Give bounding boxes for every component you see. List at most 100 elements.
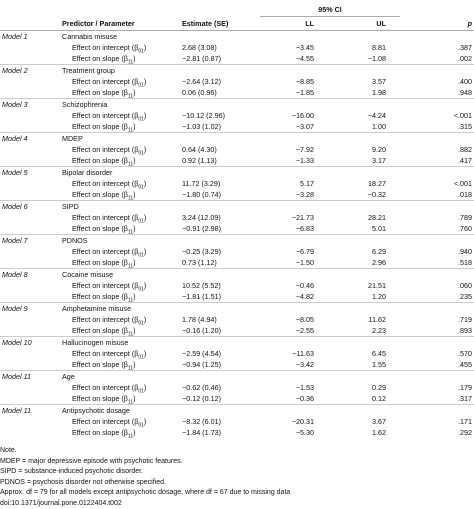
param-close: ): [133, 360, 135, 369]
ul: 3.67: [328, 416, 400, 427]
ul: 8.81: [328, 42, 400, 53]
p-value: .417: [400, 155, 474, 167]
ul: 1.62: [328, 427, 400, 438]
ll: −0.46: [260, 280, 328, 291]
model-label: Model 8: [0, 269, 60, 281]
notes: Note.MDEP = major depressive episode wit…: [0, 446, 290, 509]
param-close: ): [144, 247, 146, 256]
parameter: Effect on intercept (β01): [60, 144, 180, 155]
model-label: Model 9: [0, 303, 60, 315]
ul: 21.51: [328, 280, 400, 291]
estimate: −0.12 (0.12): [180, 393, 260, 405]
p-value: .235: [400, 291, 474, 303]
model-label: Model 7: [0, 235, 60, 247]
p-value: .518: [400, 257, 474, 269]
parameter: Effect on intercept (β01): [60, 416, 180, 427]
ll: −8.85: [260, 76, 328, 87]
p-value: .179: [400, 382, 474, 393]
estimate: 3.24 (12.09): [180, 212, 260, 223]
estimate: −0.16 (1.20): [180, 325, 260, 337]
param-row: Effect on intercept (β01)0.64 (4.30)−7.9…: [0, 144, 474, 155]
predictor: Cannabis misuse: [60, 31, 474, 43]
spacer: [0, 314, 60, 325]
ll: −1.85: [260, 87, 328, 99]
param-close: ): [144, 315, 146, 324]
ul: 28.21: [328, 212, 400, 223]
param-text: Effect on intercept (β: [72, 145, 138, 154]
parameter: Effect on intercept (β01): [60, 280, 180, 291]
ci-header: 95% CI: [260, 3, 400, 17]
param-row: Effect on intercept (β01)3.24 (12.09)−21…: [0, 212, 474, 223]
ul: 1.00: [328, 121, 400, 133]
ul: 9.20: [328, 144, 400, 155]
param-row: Effect on slope (β11)−2.81 (0.87)−4.55−1…: [0, 53, 474, 65]
predictor: Amphetamine misuse: [60, 303, 474, 315]
results-table: 95% CI Predictor / Parameter Estimate (S…: [0, 3, 474, 438]
estimate: −10.12 (2.96): [180, 110, 260, 121]
param-row: Effect on intercept (β01)−2.59 (4.54)−11…: [0, 348, 474, 359]
param-close: ): [144, 77, 146, 86]
ul: 0.12: [328, 393, 400, 405]
model-label: Model 11: [0, 371, 60, 383]
p-value: .719: [400, 314, 474, 325]
parameter: Effect on intercept (β01): [60, 246, 180, 257]
p-value: .018: [400, 189, 474, 201]
param-close: ): [133, 258, 135, 267]
predictor: Antipsychotic dosage: [60, 405, 474, 417]
ul: 1.20: [328, 291, 400, 303]
parameter: Effect on slope (β11): [60, 155, 180, 167]
spacer: [0, 257, 60, 269]
estimate: 10.52 (5.52): [180, 280, 260, 291]
model-label: Model 10: [0, 337, 60, 349]
spacer: [0, 382, 60, 393]
spacer: [0, 87, 60, 99]
param-text: Effect on intercept (β: [72, 77, 138, 86]
note-line: doi:10.1371/journal.pone.0122404.t002: [0, 499, 290, 509]
ll: 5.17: [260, 178, 328, 189]
estimate: −1.80 (0.74): [180, 189, 260, 201]
param-text: Effect on slope (β: [72, 190, 128, 199]
parameter: Effect on slope (β11): [60, 359, 180, 371]
estimate: 0.64 (4.30): [180, 144, 260, 155]
param-text: Effect on intercept (β: [72, 179, 138, 188]
spacer: [0, 42, 60, 53]
parameter: Effect on intercept (β01): [60, 212, 180, 223]
param-row: Effect on intercept (β01)1.78 (4.94)−8.0…: [0, 314, 474, 325]
ll: −21.73: [260, 212, 328, 223]
param-close: ): [144, 383, 146, 392]
spacer: [0, 427, 60, 438]
param-text: Effect on slope (β: [72, 394, 128, 403]
param-close: ): [133, 88, 135, 97]
ul: 2.96: [328, 257, 400, 269]
param-close: ): [144, 179, 146, 188]
param-row: Effect on intercept (β01)−0.62 (0.46)−1.…: [0, 382, 474, 393]
spacer: [0, 416, 60, 427]
param-text: Effect on intercept (β: [72, 111, 138, 120]
spacer: [0, 223, 60, 235]
spacer: [0, 76, 60, 87]
predictor: Bipolar disorder: [60, 167, 474, 179]
ul: 3.17: [328, 155, 400, 167]
ul: 2.23: [328, 325, 400, 337]
ll: −4.82: [260, 291, 328, 303]
spacer: [0, 246, 60, 257]
model-label: Model 5: [0, 167, 60, 179]
ll: −20.31: [260, 416, 328, 427]
predictor: Schizophrenia: [60, 99, 474, 111]
estimate: −2.59 (4.54): [180, 348, 260, 359]
param-text: Effect on slope (β: [72, 224, 128, 233]
col-header: UL: [328, 17, 400, 31]
ll: −1.50: [260, 257, 328, 269]
ll: −6.79: [260, 246, 328, 257]
p-value: .893: [400, 325, 474, 337]
parameter: Effect on intercept (β01): [60, 382, 180, 393]
